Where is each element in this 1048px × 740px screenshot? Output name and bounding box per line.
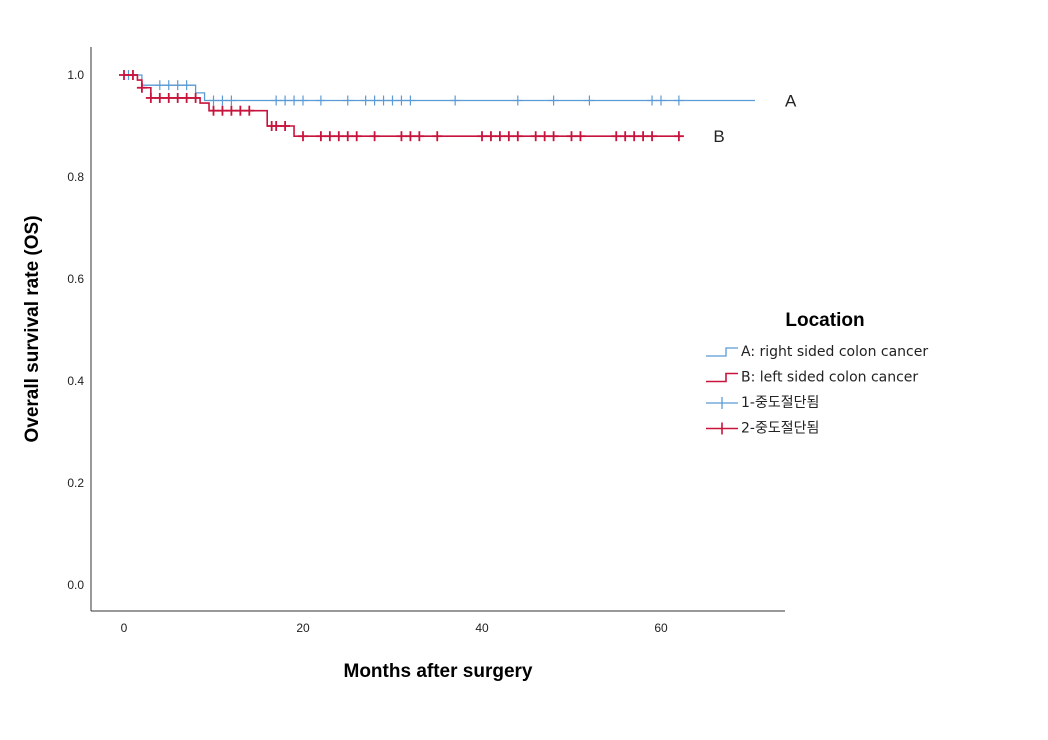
legend-entry: 1-중도절단됨 <box>706 395 819 411</box>
x-tick-label: 60 <box>654 621 668 635</box>
legend-step-swatch <box>706 372 738 383</box>
legend-title: Location <box>785 310 864 331</box>
legend-label: 2-중도절단됨 <box>741 421 819 437</box>
x-axis-title: Months after surgery <box>344 661 533 682</box>
survival-curve-B <box>124 74 684 137</box>
legend-entry: A: right sided colon cancer <box>706 344 928 360</box>
legend-step-swatch <box>706 347 738 357</box>
legend-entry: 2-중도절단됨 <box>706 421 819 437</box>
legend-label: A: right sided colon cancer <box>741 344 928 360</box>
y-tick-label: 0.2 <box>67 476 84 490</box>
series-B <box>119 70 684 142</box>
survival-curve-A <box>124 74 755 102</box>
y-tick-label: 0.8 <box>67 170 84 184</box>
legend-label: B: left sided colon cancer <box>741 370 918 386</box>
y-axis-title: Overall survival rate (OS) <box>22 215 43 442</box>
x-tick-label: 20 <box>296 621 310 635</box>
legend-entry: B: left sided colon cancer <box>706 370 918 386</box>
x-tick-labels: 0 20 40 60 <box>121 621 668 635</box>
plot-area: 0.00.20.40.60.81.0 0 20 40 60 AB <box>67 47 797 635</box>
series-group <box>119 70 755 142</box>
curve-labels: AB <box>713 92 797 147</box>
y-tick-label: 0.6 <box>67 272 84 286</box>
y-tick-label: 0.0 <box>67 578 84 592</box>
curve-label-A: A <box>785 92 797 111</box>
y-tick-label: 1.0 <box>67 68 84 82</box>
series-A <box>123 70 755 106</box>
legend-entries: A: right sided colon cancer B: left sided… <box>706 344 928 437</box>
legend: Location A: right sided colon cancer B: l… <box>706 310 928 437</box>
y-tick-label: 0.4 <box>67 374 84 388</box>
curve-label-B: B <box>713 127 724 146</box>
x-tick-label: 0 <box>121 621 128 635</box>
y-tick-labels: 0.0 0.2 0.4 0.6 0.8 1.0 <box>67 68 84 592</box>
legend-label: 1-중도절단됨 <box>741 395 819 411</box>
x-tick-label: 40 <box>475 621 489 635</box>
